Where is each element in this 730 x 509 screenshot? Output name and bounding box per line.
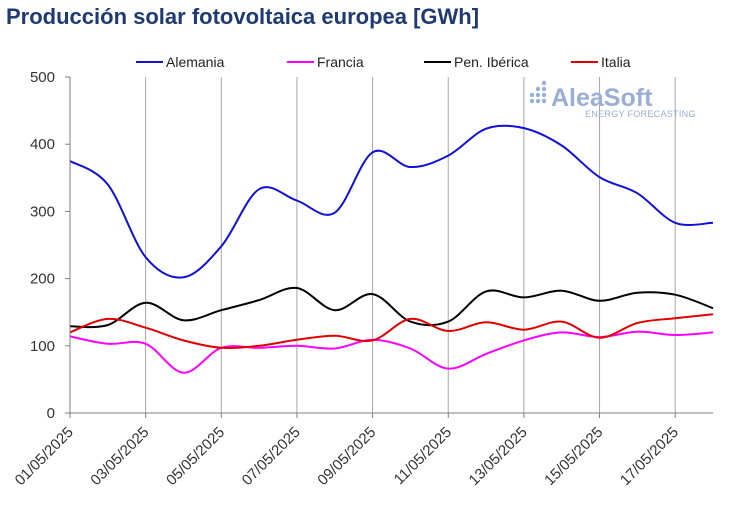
x-tick-label: 17/05/2025 xyxy=(617,424,682,489)
series-line-alemania xyxy=(69,124,714,279)
x-tick-label: 11/05/2025 xyxy=(391,424,455,488)
legend-label-pen-ib-rica: Pen. Ibérica xyxy=(454,54,529,70)
logo-name: AleaSoft xyxy=(551,84,653,112)
x-tick-label: 01/05/2025 xyxy=(12,424,77,489)
logo-dot xyxy=(541,86,547,92)
grid xyxy=(145,77,676,413)
y-tick-label: 100 xyxy=(30,338,55,355)
x-tick-label: 15/05/2025 xyxy=(541,424,606,489)
legend-label-italia: Italia xyxy=(601,54,631,70)
logo-dot xyxy=(541,98,547,104)
logo-dot xyxy=(541,80,547,86)
y-tick-label: 0 xyxy=(47,405,55,422)
legend: Alemania Francia Pen. Ibérica Italia xyxy=(136,54,631,70)
series-line-italia xyxy=(69,313,714,350)
y-tick-label: 500 xyxy=(30,69,55,86)
logo-tagline: ENERGY FORECASTING xyxy=(585,109,696,119)
logo-dot xyxy=(529,98,535,104)
x-tick-label: 05/05/2025 xyxy=(163,424,228,489)
x-tick-label: 03/05/2025 xyxy=(87,424,152,489)
logo-dot xyxy=(535,92,541,98)
series-lines xyxy=(69,124,714,374)
y-tick-label: 300 xyxy=(30,203,55,220)
legend-label-alemania: Alemania xyxy=(166,54,225,70)
legend-label-francia: Francia xyxy=(317,54,364,70)
series-line-francia xyxy=(69,330,714,374)
y-tick-label: 200 xyxy=(30,271,55,288)
logo-dot xyxy=(541,92,547,98)
logo-dot xyxy=(529,92,535,98)
x-tick-label: 09/05/2025 xyxy=(314,424,379,489)
chart-title: Producción solar fotovoltaica europea [G… xyxy=(6,4,480,29)
x-tick-label: 07/05/2025 xyxy=(239,424,304,489)
x-tick-label: 13/05/2025 xyxy=(466,424,531,489)
logo-dot xyxy=(535,86,541,92)
series-line-pen-ib-rica xyxy=(69,286,714,329)
logo-dot xyxy=(535,98,541,104)
y-tick-label: 400 xyxy=(30,136,55,153)
axes: 0 100 200 300 400 500 01/05/2025 03/05/2025 05/0… xyxy=(12,69,713,489)
